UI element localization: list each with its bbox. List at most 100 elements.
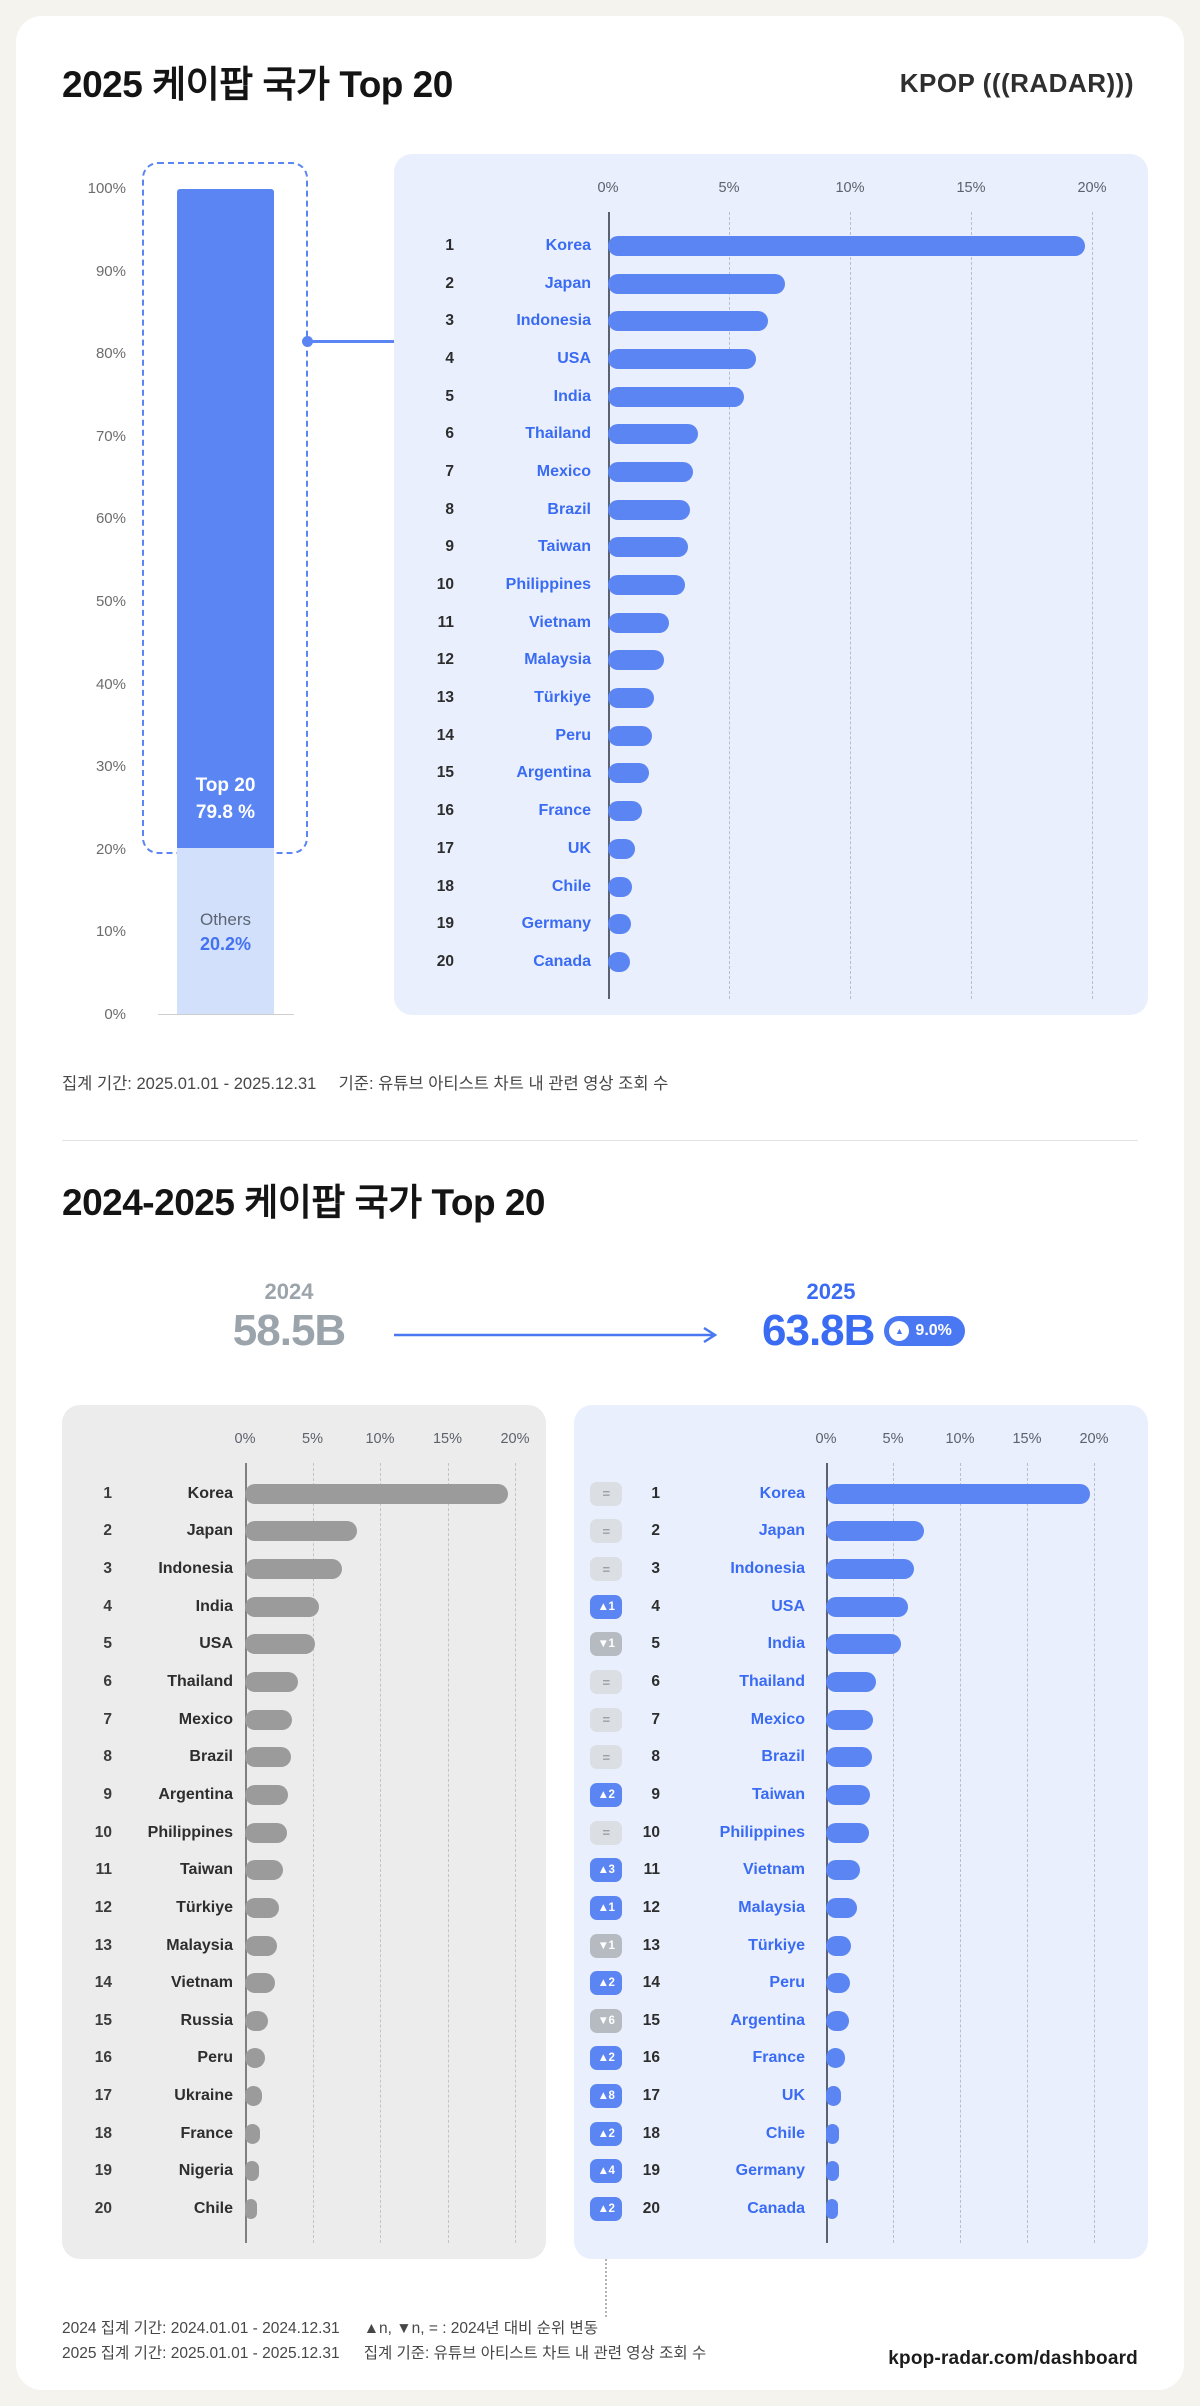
country-label: Argentina xyxy=(730,2011,805,2029)
bar-track xyxy=(608,575,1128,596)
value-bar xyxy=(826,2048,845,2069)
connector-dot xyxy=(302,336,313,347)
rank-number: 11 xyxy=(95,1861,112,1879)
kpop-radar-logo: KPOP (((RADAR))) xyxy=(899,68,1134,98)
country-label: Nigeria xyxy=(178,2162,233,2180)
y-axis-tick: 20% xyxy=(95,840,126,858)
value-bar xyxy=(826,2086,841,2107)
country-label: Philippines xyxy=(505,576,591,594)
bar-row: 12 Malaysia xyxy=(394,642,1148,680)
value-bar xyxy=(245,2161,259,2182)
rank-number: 9 xyxy=(445,538,454,556)
bar-row: 2 Japan xyxy=(394,265,1148,303)
rank-number: 7 xyxy=(445,462,454,480)
value-bar xyxy=(608,801,642,822)
x-axis-tick-label: 10% xyxy=(835,180,865,196)
country-label: UK xyxy=(567,839,591,857)
bar-track xyxy=(245,2161,535,2182)
rank-number: 1 xyxy=(651,1484,660,1502)
country-label: Malaysia xyxy=(524,651,591,669)
country-label: Korea xyxy=(759,1484,805,1502)
rank-change-badge: ▲1 xyxy=(590,1594,622,1619)
rank-number: 8 xyxy=(103,1748,112,1766)
x-axis-tick-label: 10% xyxy=(945,1431,975,1447)
rank-number: 7 xyxy=(103,1710,112,1728)
bar-row: 12 Türkiye xyxy=(62,1889,546,1927)
country-label: Brazil xyxy=(761,1748,805,1766)
rank-number: 14 xyxy=(436,726,454,744)
bar-track xyxy=(608,612,1128,633)
value-bar xyxy=(245,2198,258,2219)
rank-change-badge: ▲1 xyxy=(590,1895,622,1920)
bar-track xyxy=(826,2198,1116,2219)
bar-row: ▲3 11 Vietnam xyxy=(574,1851,1148,1889)
value-bar xyxy=(608,688,654,709)
value-bar xyxy=(245,1483,509,1504)
value-bar xyxy=(826,1747,872,1768)
country-label: Korea xyxy=(545,236,591,254)
bar-row: ▲2 16 France xyxy=(574,2040,1148,2078)
value-bar xyxy=(245,1672,298,1693)
chart-2024-panel: 0% 5% 10% 15% 20% 1 Korea 2 Japan 3 Indonesia 4 Ind… xyxy=(62,1405,546,2259)
country-label: Russia xyxy=(180,2011,233,2029)
gridline xyxy=(608,212,610,999)
value-bar xyxy=(245,1935,278,1956)
bar-track xyxy=(608,688,1128,709)
rank-number: 2 xyxy=(445,274,454,292)
country-label: Mexico xyxy=(750,1710,805,1728)
x-axis-tick-label: 10% xyxy=(365,1431,395,1447)
rank-number: 8 xyxy=(651,1748,660,1766)
y-axis-tick: 10% xyxy=(95,923,126,941)
bar-track xyxy=(608,763,1128,784)
rank-number: 10 xyxy=(94,1823,112,1841)
bar-track xyxy=(826,1973,1116,1994)
bar-row: 13 Malaysia xyxy=(62,1927,546,1965)
rank-number: 5 xyxy=(445,387,454,405)
bar-track xyxy=(826,2161,1116,2182)
y-axis-tick: 30% xyxy=(95,758,126,776)
bar-row: 16 Peru xyxy=(62,2040,546,2078)
bar-row: 17 Ukraine xyxy=(62,2077,546,2115)
rank-change-badge: ▲8 xyxy=(590,2084,622,2109)
up-triangle-icon: ▲ xyxy=(889,1321,910,1341)
country-label: Taiwan xyxy=(179,1861,233,1879)
rank-number: 15 xyxy=(436,764,454,782)
rank-change-badge: = xyxy=(590,1820,622,1845)
country-label: Korea xyxy=(187,1484,233,1502)
country-label: Peru xyxy=(197,2049,233,2067)
bar-row: 14 Vietnam xyxy=(62,1964,546,2002)
country-label: Chile xyxy=(193,2199,233,2217)
country-label: Germany xyxy=(735,2162,805,2180)
bar-row: 6 Thailand xyxy=(62,1663,546,1701)
bar-track xyxy=(826,1634,1116,1655)
rank-number: 11 xyxy=(643,1861,660,1879)
bar-track xyxy=(245,1521,535,1542)
country-label: Mexico xyxy=(536,462,591,480)
value-bar xyxy=(245,1634,316,1655)
bar-track xyxy=(608,235,1128,256)
country-label: Thailand xyxy=(739,1673,805,1691)
rank-number: 11 xyxy=(437,613,454,631)
bar-row: ▲1 12 Malaysia xyxy=(574,1889,1148,1927)
rank-change-badge: ▲2 xyxy=(590,2046,622,2071)
x-axis-tick-label: 20% xyxy=(1077,180,1107,196)
bar-row: ▼6 15 Argentina xyxy=(574,2002,1148,2040)
country-label: Japan xyxy=(544,274,591,292)
total-2025-group: 2025 63.8B ▲ 9.0% xyxy=(762,1278,965,1356)
bar-row: 16 France xyxy=(394,792,1148,830)
bar-track xyxy=(245,1897,535,1918)
rank-number: 17 xyxy=(94,2087,112,2105)
bar-track xyxy=(826,2123,1116,2144)
infographic-card: 2025 케이팝 국가 Top 20 KPOP (((RADAR))) 100%… xyxy=(16,16,1184,2390)
rank-number: 17 xyxy=(436,839,454,857)
y-axis-tick: 80% xyxy=(95,345,126,363)
label-2024: 2024 xyxy=(264,1279,314,1304)
bar-track xyxy=(245,1709,535,1730)
country-label: Malaysia xyxy=(166,1936,233,1954)
section1-footnotes: 집계 기간: 2025.01.01 - 2025.12.31 기준: 유튜브 아… xyxy=(62,1070,668,1094)
rank-change-badge: = xyxy=(590,1557,622,1582)
total-2025-row: 63.8B ▲ 9.0% xyxy=(762,1306,965,1356)
bar-track xyxy=(826,1822,1116,1843)
site-link[interactable]: kpop-radar.com/dashboard xyxy=(888,2348,1138,2369)
chart-2025-top20-panel: 0% 5% 10% 15% 20% 1 Korea 2 Japan 3 Indonesia 4 USA… xyxy=(394,154,1148,1015)
